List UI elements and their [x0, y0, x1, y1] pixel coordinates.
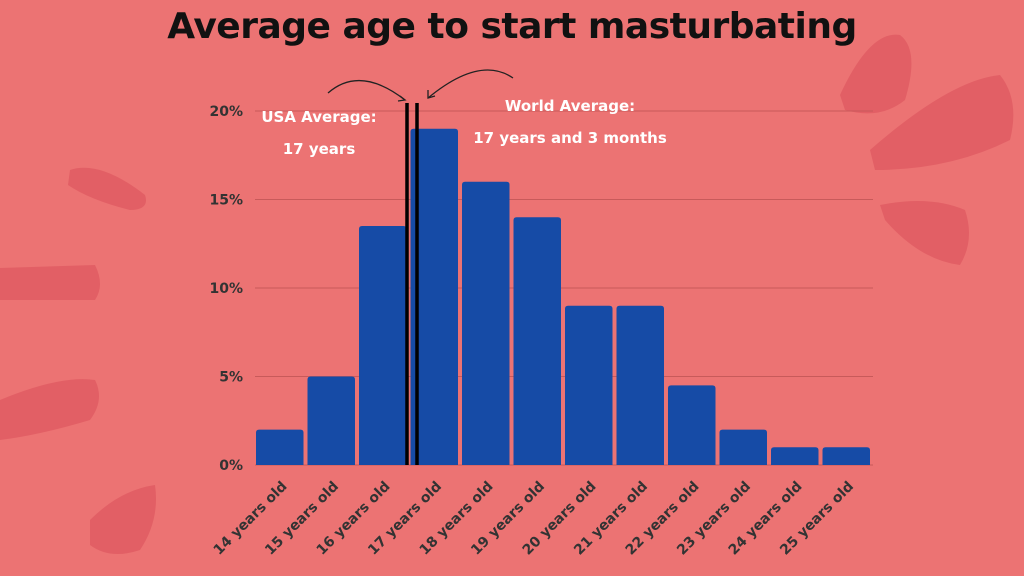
gridlines — [255, 110, 873, 466]
brush-stroke-decoration — [90, 485, 156, 554]
brush-stroke-decoration — [840, 34, 912, 114]
world-arrowhead-icon — [427, 90, 436, 99]
bar — [565, 305, 613, 465]
y-tick-label: 0% — [219, 458, 243, 474]
bar — [771, 447, 819, 465]
bar — [307, 376, 355, 465]
bar — [513, 217, 561, 465]
chart-title: Average age to start masturbating — [167, 6, 857, 47]
bar — [719, 429, 767, 465]
brush-stroke-decoration — [880, 201, 969, 265]
usa-arrowhead-icon — [397, 95, 407, 102]
reference-lines — [327, 69, 514, 465]
y-tick-label: 10% — [209, 281, 243, 297]
bars — [256, 128, 870, 466]
brush-stroke-decoration — [870, 75, 1014, 170]
world-average-value: 17 years and 3 months — [473, 129, 667, 147]
world-average-label: World Average: — [504, 97, 636, 115]
y-tick-label: 5% — [219, 370, 243, 386]
decorative-brush-strokes — [0, 34, 1014, 554]
brush-stroke-decoration — [68, 167, 146, 210]
bar — [616, 305, 664, 465]
world-arrow-icon — [427, 69, 514, 99]
y-tick-label: 15% — [209, 193, 243, 209]
bar — [668, 385, 716, 465]
bar — [462, 181, 510, 466]
usa-average-annotation: USA Average: 17 years — [254, 101, 384, 165]
usa-average-value: 17 years — [282, 140, 356, 158]
brush-stroke-decoration — [0, 379, 99, 440]
brush-stroke-decoration — [0, 265, 100, 300]
bar — [256, 429, 304, 465]
usa-average-label: USA Average: — [261, 108, 377, 126]
bar — [822, 447, 870, 465]
bar — [359, 226, 407, 465]
bar — [410, 128, 458, 465]
y-tick-label: 20% — [209, 104, 243, 120]
y-tick-labels: 0% 5% 10% 15% 20% — [209, 104, 243, 474]
world-average-annotation: World Average: 17 years and 3 months — [460, 90, 680, 154]
usa-arrow-icon — [327, 80, 406, 101]
